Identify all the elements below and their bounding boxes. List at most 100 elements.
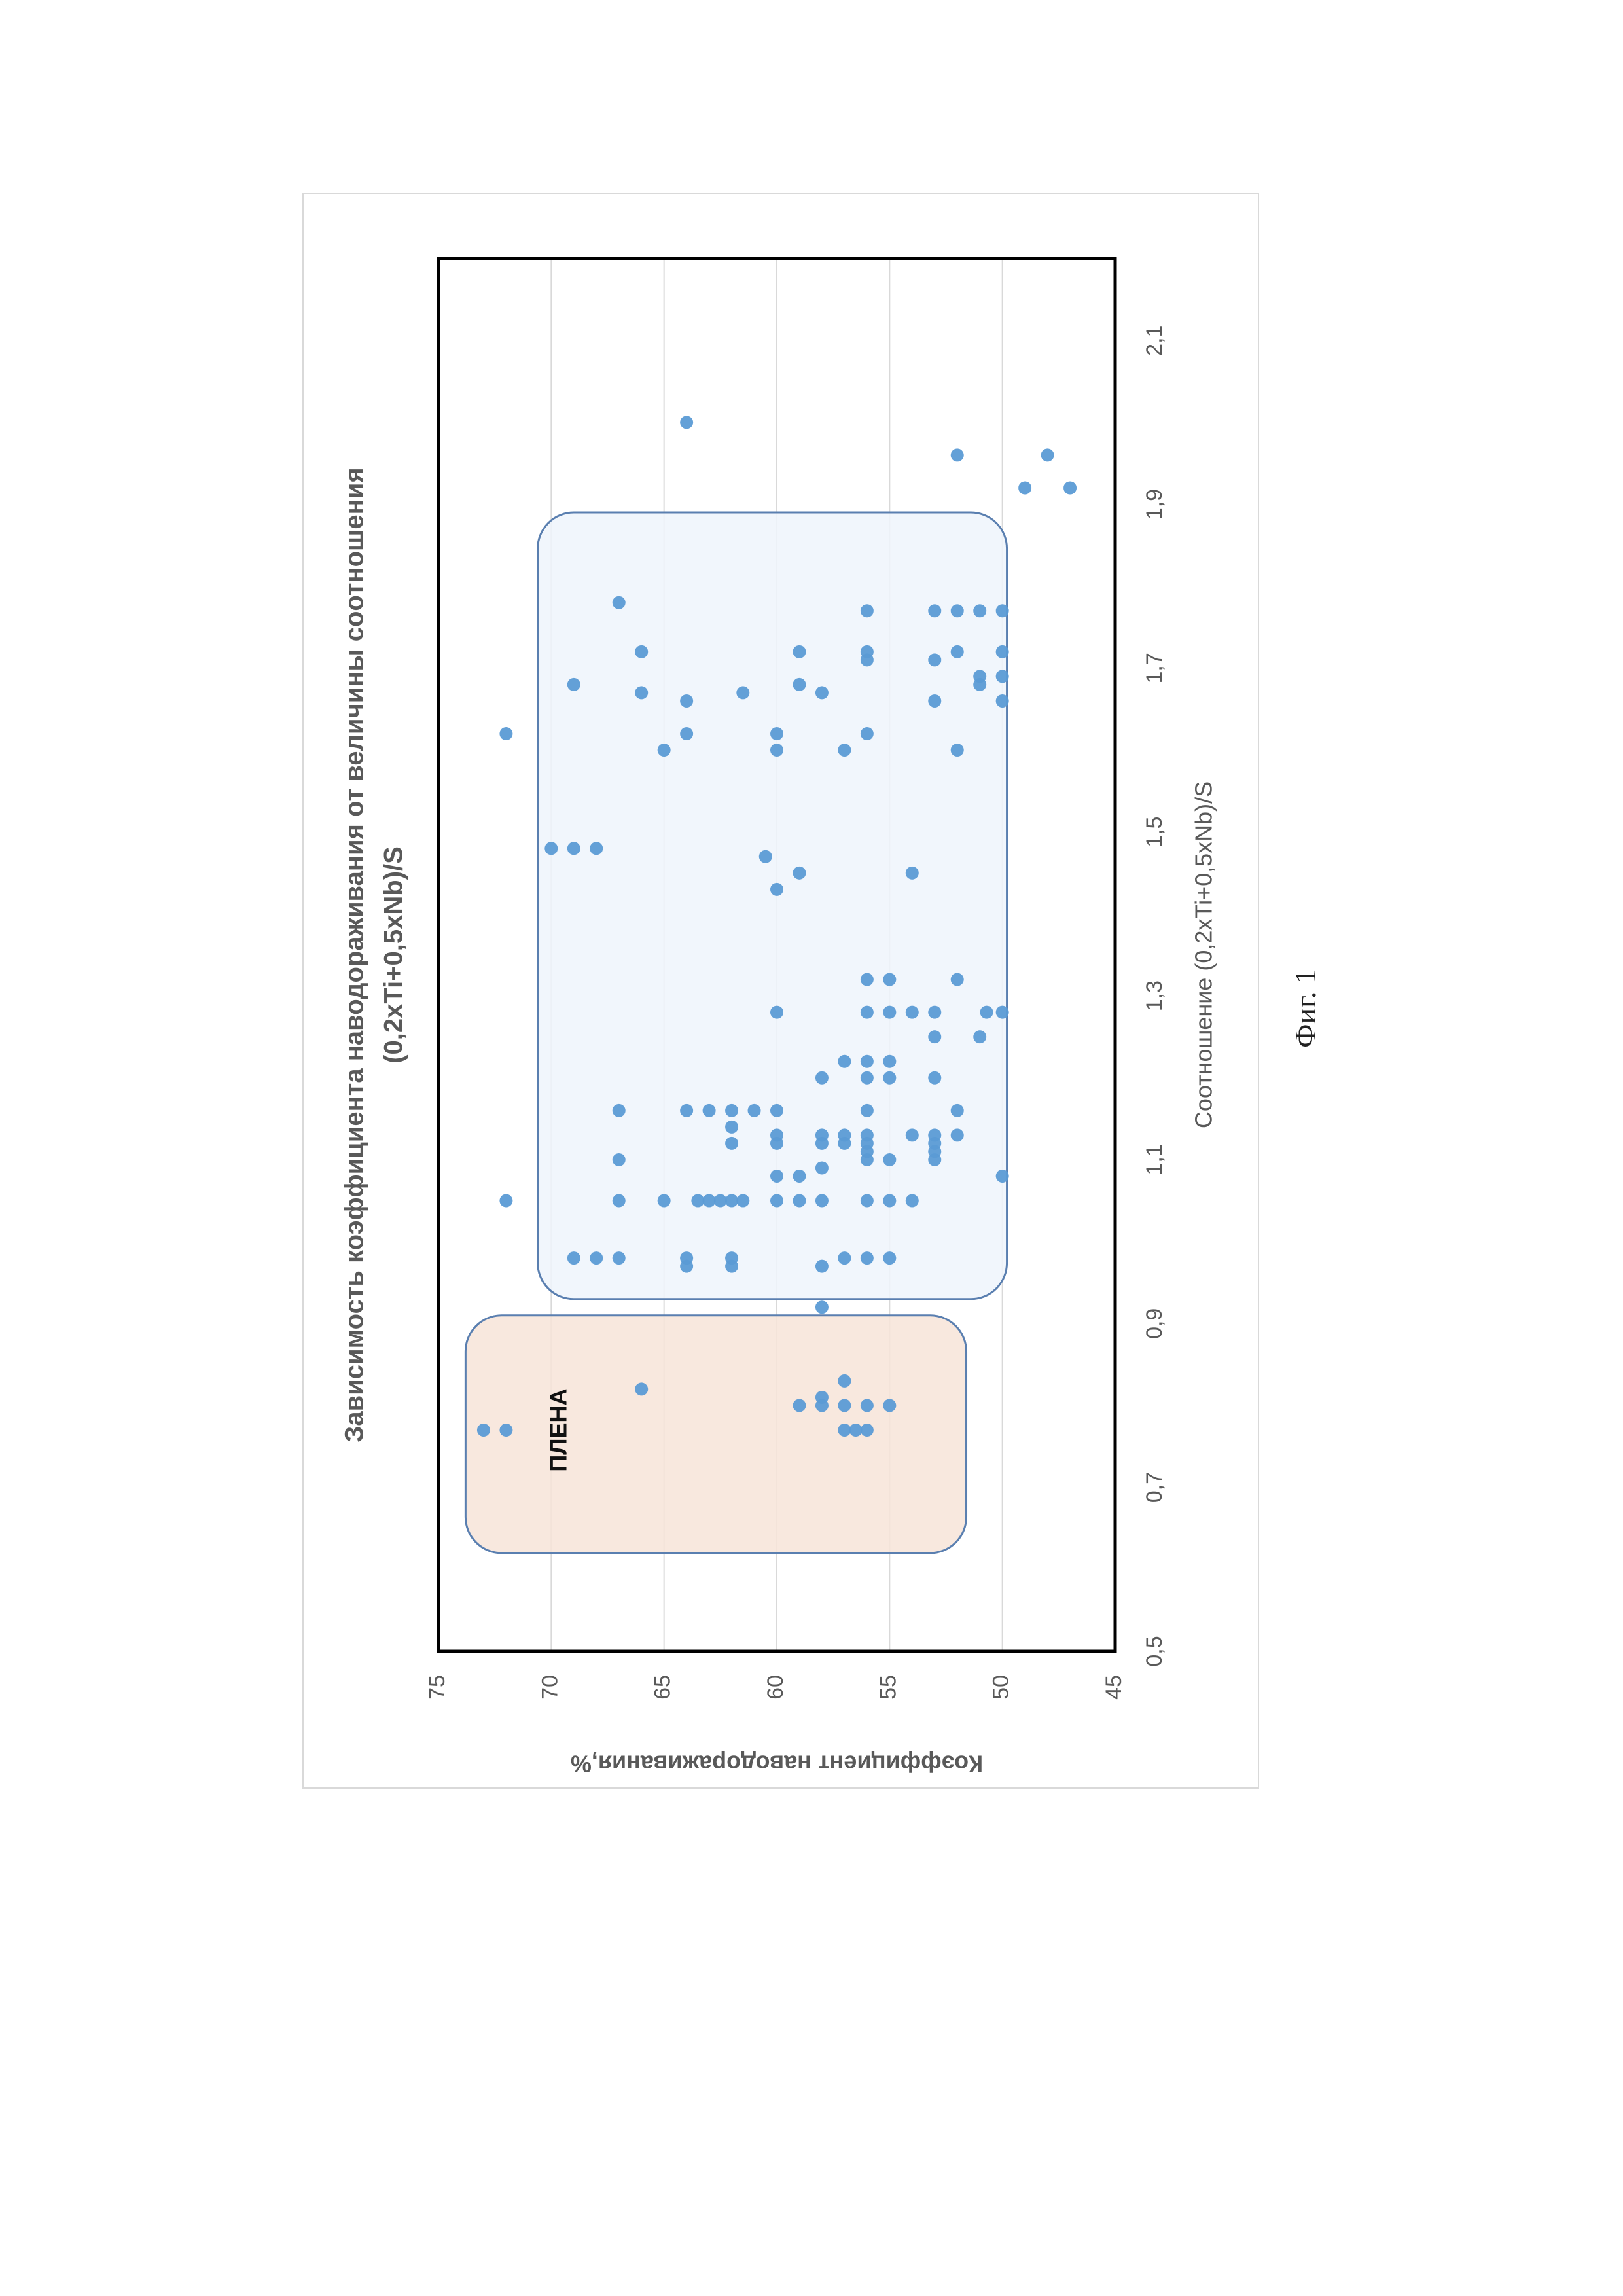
data-point	[905, 1194, 919, 1208]
data-point	[657, 744, 671, 757]
x-tick-label: 1,9	[1142, 489, 1167, 520]
data-point	[747, 1103, 761, 1117]
figure-caption: Фиг. 1	[1259, 942, 1351, 1073]
data-point	[1063, 481, 1077, 495]
data-point	[770, 1169, 783, 1183]
data-point	[725, 1103, 739, 1117]
data-point	[725, 1136, 739, 1150]
data-point	[860, 1071, 874, 1085]
data-point	[770, 1103, 783, 1117]
data-point	[995, 670, 1009, 683]
data-points	[476, 416, 1077, 1437]
scatter-chart: ПЛЕНА 75 70 65 60 55 50 45 0,5 0,7 0,9 1,1 1,3 1,5 1,…	[340, 257, 1217, 1777]
data-point	[736, 686, 750, 700]
data-point	[635, 1382, 649, 1396]
data-point	[680, 694, 694, 708]
x-tick-label: 1,3	[1142, 980, 1167, 1011]
data-point	[980, 1005, 993, 1019]
data-point	[815, 1300, 829, 1314]
data-point	[691, 1194, 705, 1208]
data-point	[736, 1194, 750, 1208]
titles: Зависимость коэффициента наводораживания…	[340, 467, 1217, 1777]
data-point	[590, 842, 603, 855]
data-point	[838, 1424, 851, 1437]
data-point	[838, 744, 851, 757]
y-axis-title: Коэффициент наводораживания,%	[571, 1750, 983, 1777]
region-label: ПЛЕНА	[545, 1388, 572, 1471]
data-point	[680, 727, 694, 741]
data-point	[1041, 448, 1054, 462]
x-tick-label: 0,9	[1142, 1308, 1167, 1339]
data-point	[860, 1103, 874, 1117]
data-point	[499, 727, 513, 741]
highlight-regions: ПЛЕНА	[464, 511, 1008, 1554]
y-tick-label: 45	[1101, 1675, 1126, 1700]
data-point	[612, 1251, 626, 1265]
data-point	[770, 727, 783, 741]
film-region	[464, 1314, 968, 1554]
x-tick-label: 0,7	[1142, 1472, 1167, 1503]
tick-labels: 75 70 65 60 55 50 45 0,5 0,7 0,9 1,1 1,3 1,5 1,7 1,9 2,…	[425, 325, 1167, 1700]
chart-title: (0,2xTi+0,5xNb)/S	[380, 846, 408, 1064]
data-point	[995, 694, 1009, 708]
data-point	[838, 1251, 851, 1265]
data-point	[995, 604, 1009, 618]
data-point	[860, 1005, 874, 1019]
data-point	[995, 1005, 1009, 1019]
x-tick-label: 1,5	[1142, 817, 1167, 848]
y-tick-label: 55	[876, 1675, 901, 1700]
data-point	[928, 1030, 942, 1044]
data-point	[612, 1103, 626, 1117]
data-point	[635, 686, 649, 700]
data-point	[883, 1153, 897, 1166]
data-point	[680, 1103, 694, 1117]
data-point	[815, 1390, 829, 1404]
data-point	[657, 1194, 671, 1208]
data-point	[680, 1251, 694, 1265]
x-tick-label: 1,1	[1142, 1144, 1167, 1175]
data-point	[928, 653, 942, 667]
data-point	[860, 604, 874, 618]
data-point	[838, 1374, 851, 1388]
data-point	[815, 1161, 829, 1175]
y-tick-label: 65	[651, 1675, 675, 1700]
data-point	[860, 1424, 874, 1437]
data-point	[793, 1194, 806, 1208]
data-point	[793, 645, 806, 658]
data-point	[860, 973, 874, 986]
data-point	[590, 1251, 603, 1265]
data-point	[950, 744, 964, 757]
data-point	[928, 1128, 942, 1142]
data-point	[995, 645, 1009, 658]
x-tick-label: 2,1	[1142, 325, 1167, 356]
data-point	[815, 1259, 829, 1273]
data-point	[883, 1194, 897, 1208]
x-tick-label: 0,5	[1142, 1636, 1167, 1666]
data-point	[713, 1194, 727, 1208]
data-point	[928, 694, 942, 708]
data-point	[905, 1128, 919, 1142]
data-point	[860, 1194, 874, 1208]
data-point	[860, 1054, 874, 1068]
data-point	[973, 670, 987, 683]
data-point	[905, 866, 919, 880]
data-point	[928, 1005, 942, 1019]
x-axis-title: Соотношение (0,2xTi+0,5xNb)/S	[1190, 781, 1217, 1128]
data-point	[883, 1005, 897, 1019]
data-point	[950, 645, 964, 658]
data-point	[815, 1194, 829, 1208]
data-point	[567, 677, 580, 691]
data-point	[725, 1194, 739, 1208]
data-point	[950, 973, 964, 986]
data-point	[635, 645, 649, 658]
data-point	[793, 1399, 806, 1412]
data-point	[680, 416, 694, 429]
data-point	[770, 1128, 783, 1142]
data-point	[883, 973, 897, 986]
y-tick-label: 60	[763, 1675, 788, 1700]
data-point	[567, 1251, 580, 1265]
x-tick-label: 1,7	[1142, 653, 1167, 683]
data-point	[838, 1054, 851, 1068]
data-point	[770, 882, 783, 896]
data-point	[860, 727, 874, 741]
